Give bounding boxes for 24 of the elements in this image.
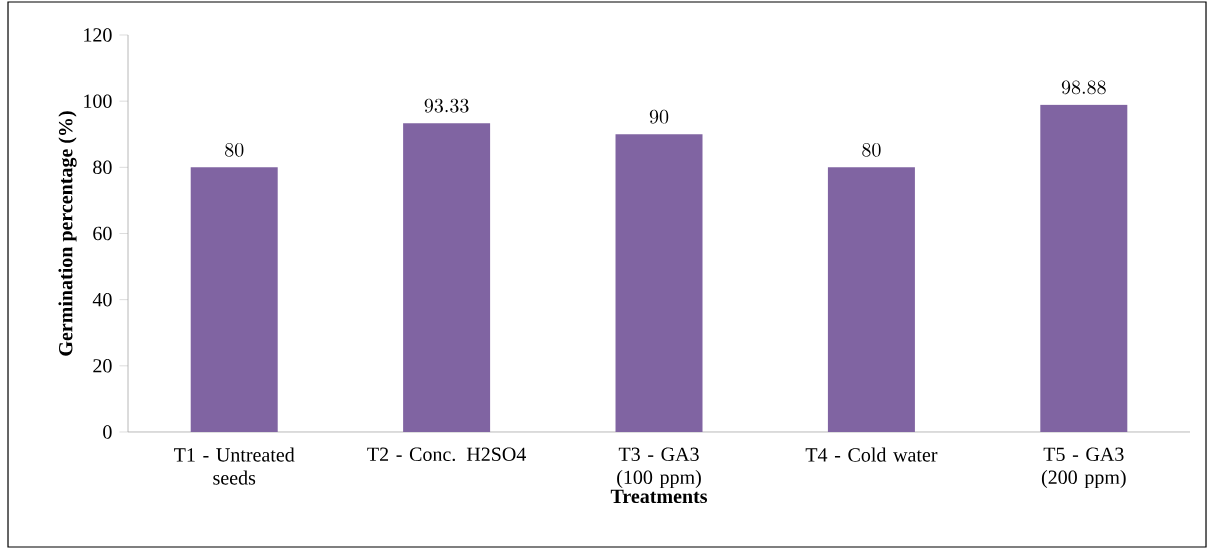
data-label: 80 <box>225 142 244 157</box>
x-tick-label: T3 - GA3 (100 ppm) <box>617 447 701 489</box>
x-tick-label: T4 - Cold water <box>805 447 938 462</box>
y-tick-label: 0 <box>103 425 112 439</box>
bar <box>1040 104 1128 432</box>
bar <box>403 123 491 432</box>
data-label: 98.88 <box>1061 80 1106 95</box>
y-tick-label: 40 <box>92 292 112 307</box>
y-tick-label: 20 <box>93 359 112 373</box>
bar <box>190 167 278 432</box>
y-tick-label: 60 <box>93 226 112 241</box>
y-tick-label: 120 <box>84 28 112 42</box>
x-tick-label: T1 - Untreated seeds <box>174 447 295 485</box>
data-label: 90 <box>649 109 669 124</box>
x-tick-label: T5 - GA3 (200 ppm) <box>1041 447 1126 489</box>
bar <box>827 167 915 432</box>
y-tick-label: 80 <box>93 160 112 175</box>
bar <box>615 134 703 432</box>
data-label: 80 <box>862 142 881 157</box>
y-axis-title: Germination percentage (%) <box>58 111 77 356</box>
x-tick-label: T2 - Conc. H2SO4 <box>367 447 526 462</box>
x-axis-title: Treatments <box>610 489 708 504</box>
y-tick-label: 100 <box>84 94 112 108</box>
data-label: 93.33 <box>424 98 469 113</box>
